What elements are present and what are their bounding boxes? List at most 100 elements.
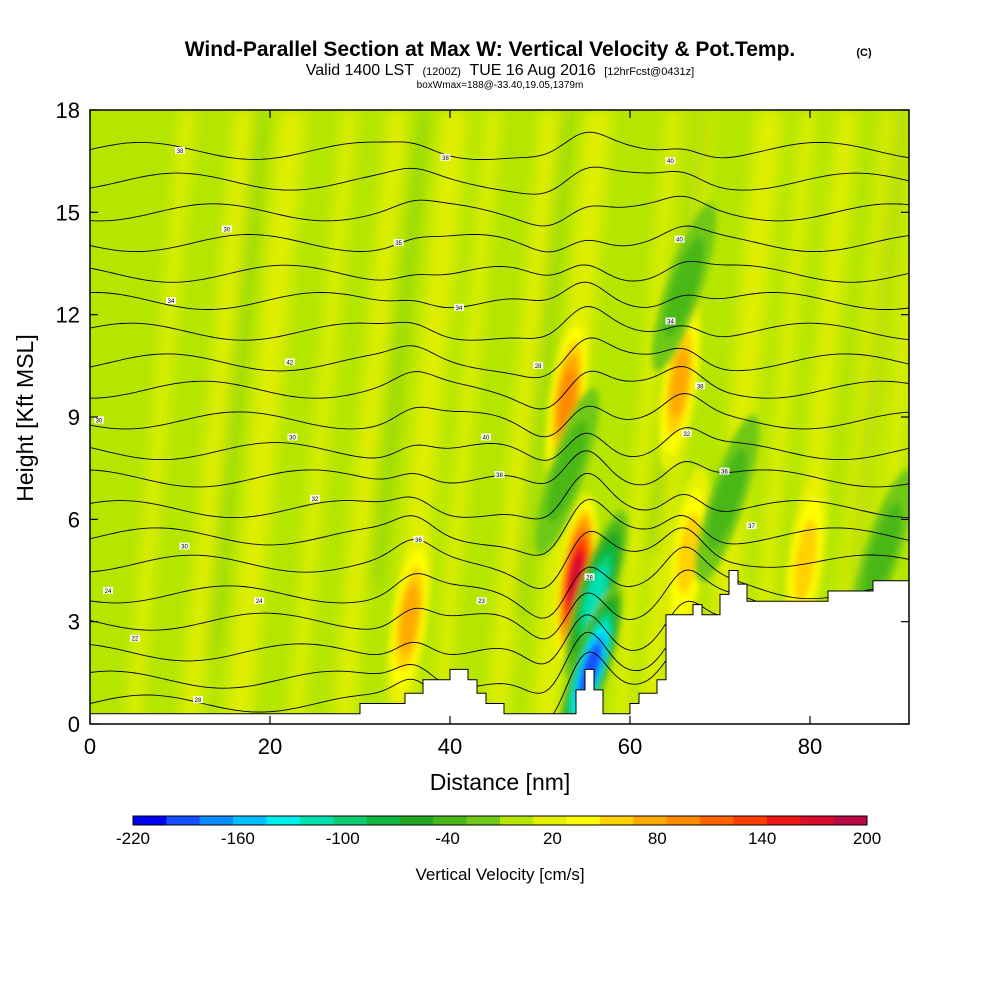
isentrope-label-text: 35 (395, 241, 402, 247)
colorbar-swatch (266, 816, 301, 825)
isentrope-line (90, 195, 909, 227)
isentrope-label-bg (719, 467, 730, 475)
isentrope-label: 34 (665, 317, 676, 325)
isentrope-label-text: 24 (105, 589, 112, 595)
x-axis-label: Distance [nm] (430, 769, 571, 795)
isentrope-label: 36 (413, 535, 424, 544)
downdraft-core (862, 502, 902, 604)
isentrope-label: 34 (454, 303, 464, 312)
isentrope-label-bg (454, 303, 464, 311)
isentrope-label-text: 22 (132, 637, 139, 643)
isentrope-label-text: 23 (478, 599, 485, 605)
isentrope-label-text: 28 (586, 575, 593, 581)
downdraft-core (707, 448, 748, 550)
isentrope-label: 38 (494, 470, 505, 479)
isentrope-label: 40 (481, 433, 491, 441)
isentrope-line (90, 472, 909, 520)
isentrope-line (90, 546, 909, 619)
downdraft-core (547, 421, 587, 523)
downdraft-band (207, 110, 267, 656)
colorbar-tick-label: 140 (748, 829, 776, 848)
isentrope-label-text: 38 (697, 384, 704, 390)
isentrope-line (90, 131, 909, 160)
isentrope-label: 30 (179, 542, 190, 551)
colorbar-swatch (399, 816, 434, 825)
isentrope-label-bg (393, 239, 404, 247)
isentrope-label-bg (665, 157, 676, 165)
colorbar-swatch (299, 816, 334, 825)
isentrope-label: 28 (584, 573, 595, 581)
colorbar-swatch (633, 816, 668, 825)
isentrope-label-bg (533, 361, 544, 369)
isentrope-label-text: 42 (286, 360, 293, 366)
terrain-mask (90, 570, 909, 724)
y-tick-label: 18 (56, 98, 80, 123)
x-tick-label: 80 (798, 734, 822, 759)
title-mark: (C) (856, 47, 872, 59)
downdraft-core (583, 566, 608, 623)
updraft-band (333, 110, 408, 724)
colorbar-swatch (199, 816, 234, 825)
isentrope-line (90, 281, 909, 310)
colorbar-tick-label: -220 (116, 829, 150, 848)
isentrope-label-bg (179, 542, 190, 550)
isentrope-label: 32 (681, 430, 692, 438)
colorbar-swatch (533, 816, 568, 825)
isentrope-label-text: 34 (456, 306, 463, 312)
downdraft-band (846, 110, 906, 622)
isentrope-label-bg (494, 470, 505, 478)
isentrope-label-text: 34 (168, 299, 175, 305)
colorbar-swatch (466, 816, 501, 825)
updraft-band (432, 110, 501, 724)
isentrope-label-bg (103, 586, 113, 594)
isentrope-label: 38 (175, 146, 185, 155)
updraft-band (747, 110, 816, 724)
isentrope-label: 40 (674, 235, 685, 244)
isentrope-label-text: 38 (496, 473, 503, 479)
isentrope-line (90, 166, 909, 195)
isentrope-line (90, 337, 909, 379)
x-axis: 0 20 40 60 80 (84, 110, 822, 759)
isentrope-labels: 28 22 23 28 24 24 30 36 32 38 36 37 30 40 32 30 42 28 38 34… (94, 146, 757, 704)
isentrope-label: 35 (393, 239, 404, 247)
x-tick-label: 60 (618, 734, 642, 759)
isentrope-label: 30 (221, 225, 232, 233)
updraft-band (225, 110, 306, 724)
isentrope-label-bg (413, 535, 424, 543)
x-tick-label: 40 (438, 734, 462, 759)
updraft-core (669, 347, 690, 419)
isentrope-label-text: 28 (195, 698, 202, 704)
updraft-core (399, 583, 420, 654)
box-wmax-note: boxWmax=188@-33.40,19.05,1379m (417, 80, 584, 91)
isentrope-label-bg (310, 494, 320, 502)
isentrope-label-text: 28 (535, 364, 542, 370)
colorbar-swatch (366, 816, 401, 825)
updraft-band (612, 110, 681, 724)
isentrope-label-bg (94, 416, 104, 424)
isentrope-label-text: 30 (181, 545, 188, 551)
isentrope-label-text: 38 (177, 149, 184, 155)
chart-title: Wind-Parallel Section at Max W: Vertical… (185, 38, 796, 61)
isentrope-label: 23 (476, 597, 487, 605)
isentrope-label-text: 24 (256, 599, 263, 605)
colorbar-label: Vertical Velocity [cm/s] (415, 865, 584, 884)
isentrope-label: 28 (193, 696, 203, 704)
updraft-band (126, 110, 195, 724)
isentrope-label-bg (130, 634, 140, 642)
isentrope-label-text: 36 (721, 470, 728, 476)
isentrope-label: 37 (746, 522, 757, 530)
y-tick-label: 12 (56, 303, 80, 328)
isentrope-line (90, 427, 909, 461)
isentrope-label-text: 30 (96, 418, 103, 424)
isentrope-label: 40 (665, 157, 676, 165)
isentrope-label-text: 30 (289, 435, 296, 441)
isentrope-label-text: 36 (415, 538, 422, 544)
updraft-band (702, 110, 783, 724)
x-tick-label: 20 (258, 734, 282, 759)
isentrope-label-bg (166, 297, 176, 305)
isentrope-label: 38 (440, 153, 451, 162)
isentrope-label-bg (175, 146, 185, 154)
